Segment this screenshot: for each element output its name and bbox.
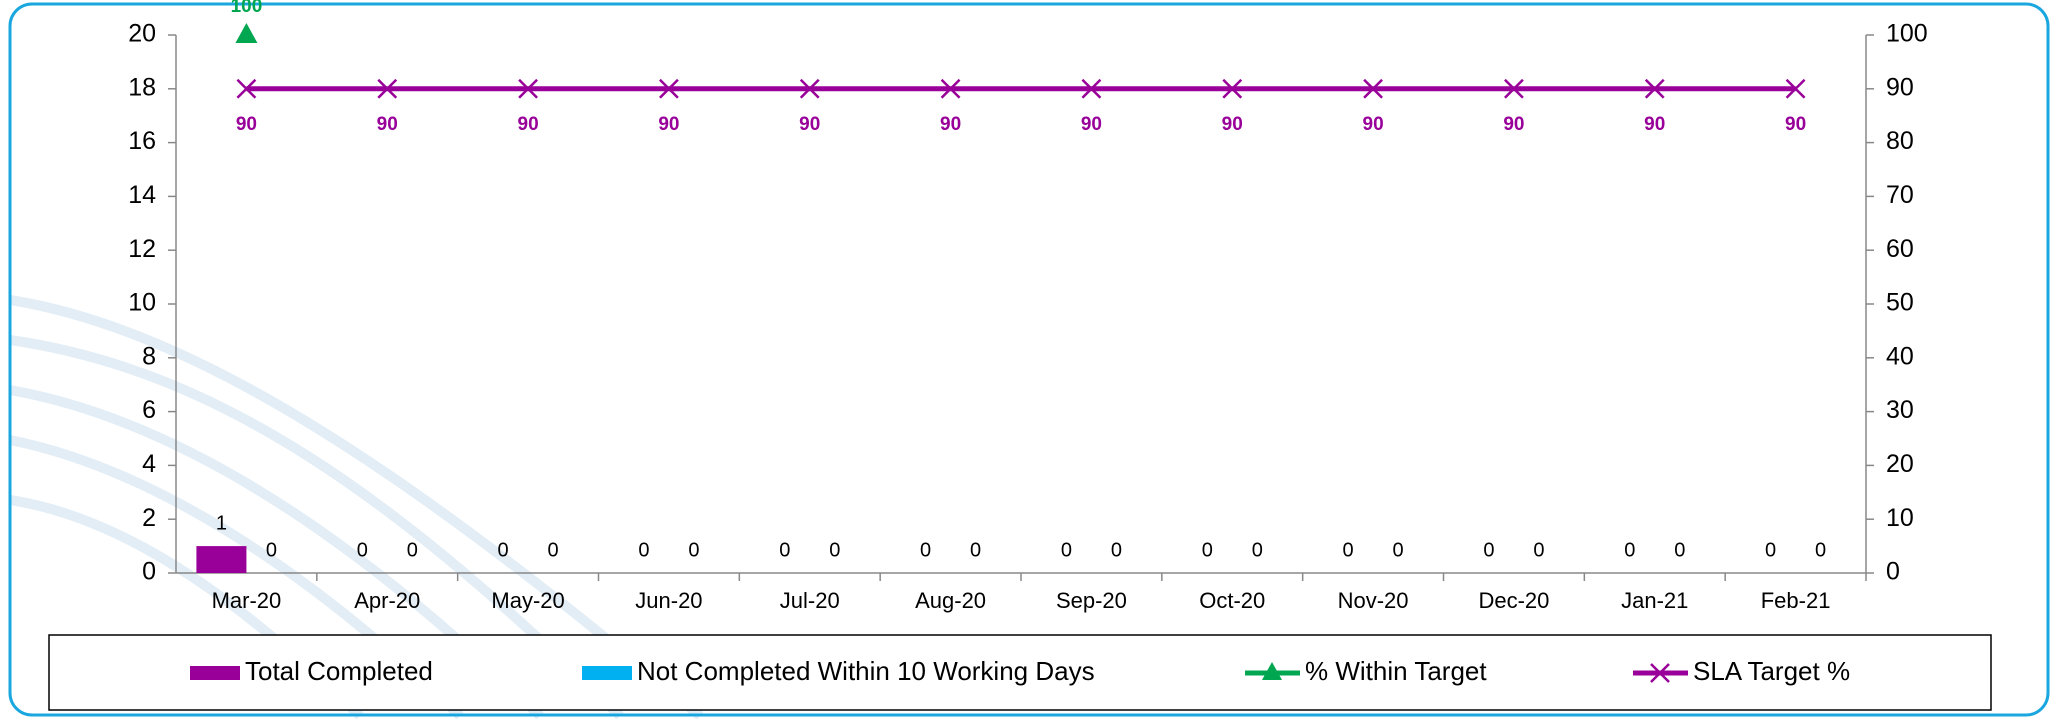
- legend-label: SLA Target %: [1693, 656, 1850, 686]
- legend-label: Not Completed Within 10 Working Days: [637, 656, 1095, 686]
- bar-value-label: 0: [1252, 539, 1263, 561]
- y2-tick-label: 90: [1886, 73, 1914, 101]
- y-tick-label: 6: [142, 396, 156, 424]
- bar-value-label: 0: [638, 539, 649, 561]
- x-tick-label: Nov-20: [1338, 588, 1409, 613]
- point-value-label: 90: [1644, 114, 1665, 135]
- bar-value-label: 0: [266, 539, 277, 561]
- bar: [196, 546, 246, 573]
- x-tick-label: Jun-20: [635, 588, 702, 613]
- point-value-label: 90: [377, 114, 398, 135]
- y-tick-label: 18: [128, 73, 156, 101]
- y2-tick-label: 20: [1886, 450, 1914, 478]
- x-tick-label: Jul-20: [780, 588, 840, 613]
- bar-value-label: 0: [920, 539, 931, 561]
- x-tick-label: Dec-20: [1478, 588, 1549, 613]
- bar-value-label: 1: [216, 512, 227, 534]
- bar-value-label: 0: [1393, 539, 1404, 561]
- x-tick-label: May-20: [491, 588, 564, 613]
- y2-tick-label: 30: [1886, 396, 1914, 424]
- y-tick-label: 14: [128, 181, 156, 209]
- y2-tick-label: 60: [1886, 235, 1914, 263]
- x-tick-label: Mar-20: [212, 588, 282, 613]
- legend-swatch: [582, 666, 632, 680]
- bar-value-label: 0: [1202, 539, 1213, 561]
- point-value-label: 90: [236, 114, 257, 135]
- bar-value-label: 0: [1815, 539, 1826, 561]
- bar-value-label: 0: [970, 539, 981, 561]
- y2-tick-label: 50: [1886, 289, 1914, 317]
- y-tick-label: 16: [128, 127, 156, 155]
- y-tick-label: 8: [142, 342, 156, 370]
- bar-value-label: 0: [1533, 539, 1544, 561]
- point: [235, 23, 257, 43]
- bar-value-label: 0: [357, 539, 368, 561]
- bar-value-label: 0: [1061, 539, 1072, 561]
- x-tick-label: Jan-21: [1621, 588, 1688, 613]
- bar-value-label: 0: [548, 539, 559, 561]
- point-value-label: 90: [518, 114, 539, 135]
- frame: [10, 4, 2048, 715]
- y-tick-label: 12: [128, 235, 156, 263]
- legend-swatch: [190, 666, 240, 680]
- x-tick-label: Aug-20: [915, 588, 986, 613]
- point-value-label: 90: [1363, 114, 1384, 135]
- bar-value-label: 0: [1765, 539, 1776, 561]
- bar-value-label: 0: [688, 539, 699, 561]
- point-value-label: 90: [799, 114, 820, 135]
- y-tick-label: 2: [142, 504, 156, 532]
- bar-value-label: 0: [1343, 539, 1354, 561]
- x-tick-label: Sep-20: [1056, 588, 1127, 613]
- x-tick-label: Oct-20: [1199, 588, 1265, 613]
- bar-value-label: 0: [1111, 539, 1122, 561]
- y2-tick-label: 100: [1886, 20, 1928, 48]
- bar-value-label: 0: [829, 539, 840, 561]
- y-tick-label: 0: [142, 558, 156, 586]
- bar-value-label: 0: [1483, 539, 1494, 561]
- y2-tick-label: 40: [1886, 342, 1914, 370]
- point-value-label: 90: [1222, 114, 1243, 135]
- bar-value-label: 0: [498, 539, 509, 561]
- legend-label: % Within Target: [1305, 656, 1487, 686]
- bar-value-label: 0: [779, 539, 790, 561]
- x-tick-label: Apr-20: [354, 588, 420, 613]
- y-tick-label: 4: [142, 450, 156, 478]
- point-value-label: 90: [940, 114, 961, 135]
- x-tick-label: Feb-21: [1761, 588, 1831, 613]
- y-tick-label: 20: [128, 20, 156, 48]
- point-value-label: 90: [1785, 114, 1806, 135]
- legend-label: Total Completed: [245, 656, 433, 686]
- point-value-label: 90: [1081, 114, 1102, 135]
- y2-tick-label: 70: [1886, 181, 1914, 209]
- y2-tick-label: 80: [1886, 127, 1914, 155]
- y-tick-label: 10: [128, 289, 156, 317]
- bar-value-label: 0: [1674, 539, 1685, 561]
- y2-tick-label: 0: [1886, 558, 1900, 586]
- bar-value-label: 0: [1624, 539, 1635, 561]
- point-value-label: 90: [658, 114, 679, 135]
- bar-value-label: 0: [407, 539, 418, 561]
- point-value-label: 100: [231, 0, 263, 17]
- chart: 024681012141618200102030405060708090100M…: [0, 0, 2060, 719]
- point-value-label: 90: [1503, 114, 1524, 135]
- y2-tick-label: 10: [1886, 504, 1914, 532]
